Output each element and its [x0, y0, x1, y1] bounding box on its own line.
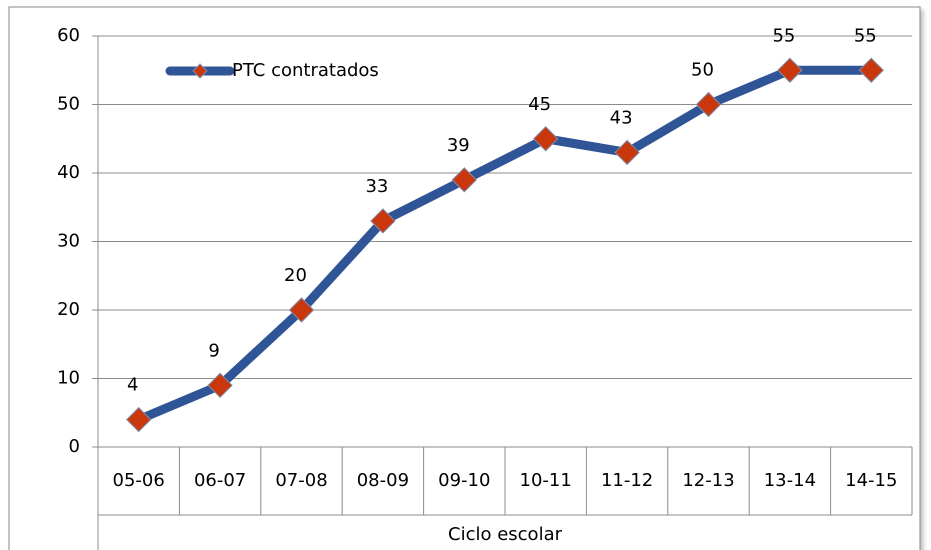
data-label: 45	[528, 94, 551, 115]
legend-marker	[192, 63, 208, 79]
point-marker	[125, 406, 152, 433]
point-marker	[370, 208, 396, 234]
x-tick-label: 10-11	[520, 470, 572, 491]
y-tick-label: 40	[57, 162, 80, 183]
x-tick-label: 06-07	[194, 470, 246, 491]
y-tick-label: 20	[57, 299, 80, 320]
data-label: 4	[127, 375, 138, 396]
data-label: 55	[854, 25, 877, 46]
data-label: 9	[208, 340, 219, 361]
point-marker	[288, 297, 315, 323]
data-label: 50	[691, 60, 714, 81]
data-label: 55	[772, 25, 795, 46]
x-tick-label: 08-09	[357, 470, 409, 491]
y-tick-label: 10	[57, 368, 80, 389]
point-marker	[614, 139, 640, 166]
data-label: 39	[447, 135, 470, 156]
legend-label: PTC contratados	[232, 60, 379, 81]
x-tick-label: 12-13	[682, 470, 734, 491]
x-tick-label: 05-06	[113, 470, 165, 491]
x-tick-label: 13-14	[764, 470, 816, 491]
point-marker	[858, 57, 885, 83]
x-tick-label: 07-08	[275, 470, 327, 491]
x-tick-label: 14-15	[845, 470, 897, 491]
point-marker	[777, 57, 803, 83]
point-marker	[207, 372, 233, 399]
y-tick-label: 50	[57, 94, 80, 115]
y-tick-label: 30	[57, 231, 80, 252]
series-line	[136, 65, 872, 424]
data-label: 20	[284, 265, 307, 286]
point-marker	[451, 167, 478, 193]
y-tick-label: 0	[69, 436, 80, 457]
data-label: 33	[365, 176, 388, 197]
chart-frame	[8, 6, 921, 550]
x-axis-label: Ciclo escolar	[448, 524, 563, 545]
x-tick-label: 09-10	[438, 470, 490, 491]
point-marker	[532, 126, 559, 152]
x-tick-label: 11-12	[601, 470, 653, 491]
y-tick-label: 60	[57, 25, 80, 46]
data-label: 43	[610, 107, 633, 128]
point-marker	[695, 91, 722, 118]
